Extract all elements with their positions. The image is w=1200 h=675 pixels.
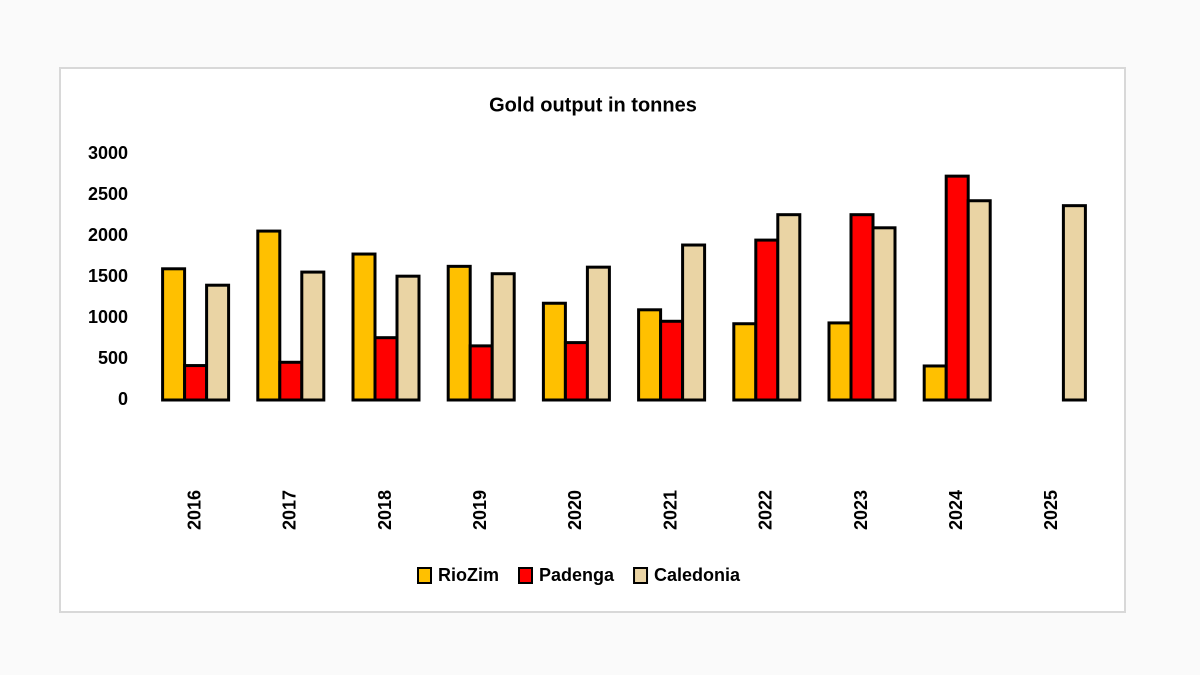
y-tick-label: 1000 xyxy=(88,307,128,327)
legend-swatch xyxy=(633,567,649,584)
x-tick-label: 2017 xyxy=(280,490,300,530)
bar xyxy=(563,341,589,402)
bar xyxy=(300,270,326,402)
y-tick-label: 1500 xyxy=(88,266,128,286)
bar xyxy=(395,274,421,402)
bar xyxy=(732,322,758,402)
bar xyxy=(637,308,663,402)
bar xyxy=(468,344,494,402)
y-tick-label: 2500 xyxy=(88,184,128,204)
bar xyxy=(541,301,567,402)
x-tick-label: 2021 xyxy=(660,490,680,530)
bar xyxy=(183,364,209,402)
bar xyxy=(256,229,282,402)
x-tick-label: 2023 xyxy=(851,490,871,530)
bar xyxy=(681,243,707,402)
chart-title: Gold output in tonnes xyxy=(489,94,697,116)
legend-label: Caledonia xyxy=(654,565,741,585)
bar xyxy=(446,264,472,402)
bar xyxy=(776,213,802,402)
bar xyxy=(659,319,685,402)
bar xyxy=(585,265,611,402)
bar xyxy=(205,283,231,402)
y-tick-label: 0 xyxy=(118,389,128,409)
bar xyxy=(278,360,304,402)
x-tick-label: 2016 xyxy=(184,490,204,530)
bar xyxy=(922,364,948,402)
bar xyxy=(490,272,516,402)
y-tick-label: 2000 xyxy=(88,225,128,245)
bar xyxy=(1061,204,1087,402)
x-tick-label: 2025 xyxy=(1041,490,1061,530)
bar xyxy=(827,321,853,402)
legend-swatch xyxy=(518,567,533,584)
x-tick-label: 2020 xyxy=(565,490,585,530)
x-tick-label: 2022 xyxy=(756,490,776,530)
x-tick-label: 2018 xyxy=(375,490,395,530)
legend-label: RioZim xyxy=(438,565,499,585)
bar xyxy=(871,226,897,402)
y-tick-label: 3000 xyxy=(88,143,128,163)
bar xyxy=(966,199,992,402)
bar xyxy=(161,267,187,402)
legend-swatch xyxy=(417,567,432,584)
y-tick-label: 500 xyxy=(98,348,128,368)
x-tick-label: 2024 xyxy=(946,490,966,530)
bar xyxy=(351,252,377,402)
bar xyxy=(754,238,780,402)
x-tick-label: 2019 xyxy=(470,490,490,530)
bar xyxy=(849,213,875,402)
legend-label: Padenga xyxy=(539,565,615,585)
bar xyxy=(944,174,970,402)
bar xyxy=(373,336,399,402)
